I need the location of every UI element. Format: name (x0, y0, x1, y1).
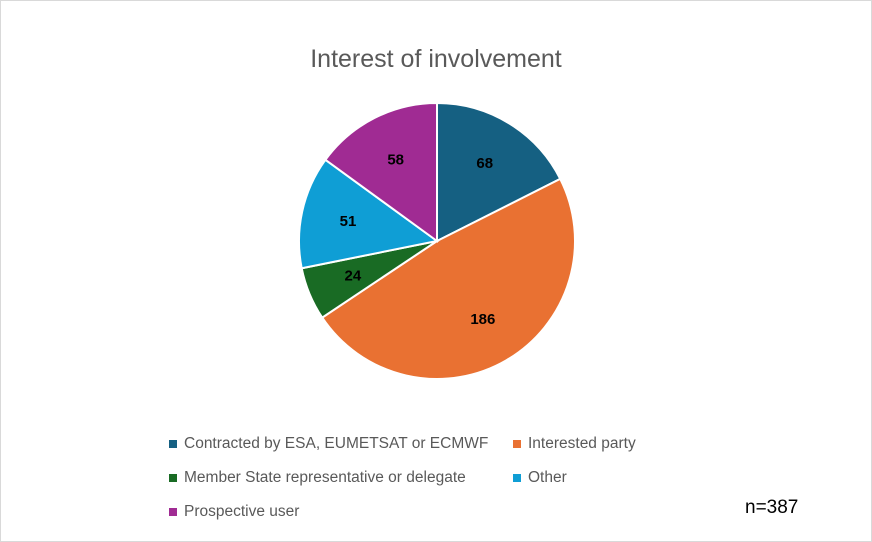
sample-size-note: n=387 (745, 497, 799, 518)
pie-slice-1 (320, 177, 576, 380)
data-label-1: 186 (470, 311, 495, 328)
pie-slice-3 (298, 158, 440, 270)
data-label-2: 24 (345, 267, 362, 284)
data-label-3: 51 (340, 213, 357, 230)
chart-title: Interest of involvement (310, 45, 562, 73)
data-label-4: 58 (387, 151, 404, 168)
pie-slice-0 (436, 101, 562, 243)
data-label-0: 68 (476, 155, 493, 172)
pie-slice-4 (324, 101, 438, 243)
